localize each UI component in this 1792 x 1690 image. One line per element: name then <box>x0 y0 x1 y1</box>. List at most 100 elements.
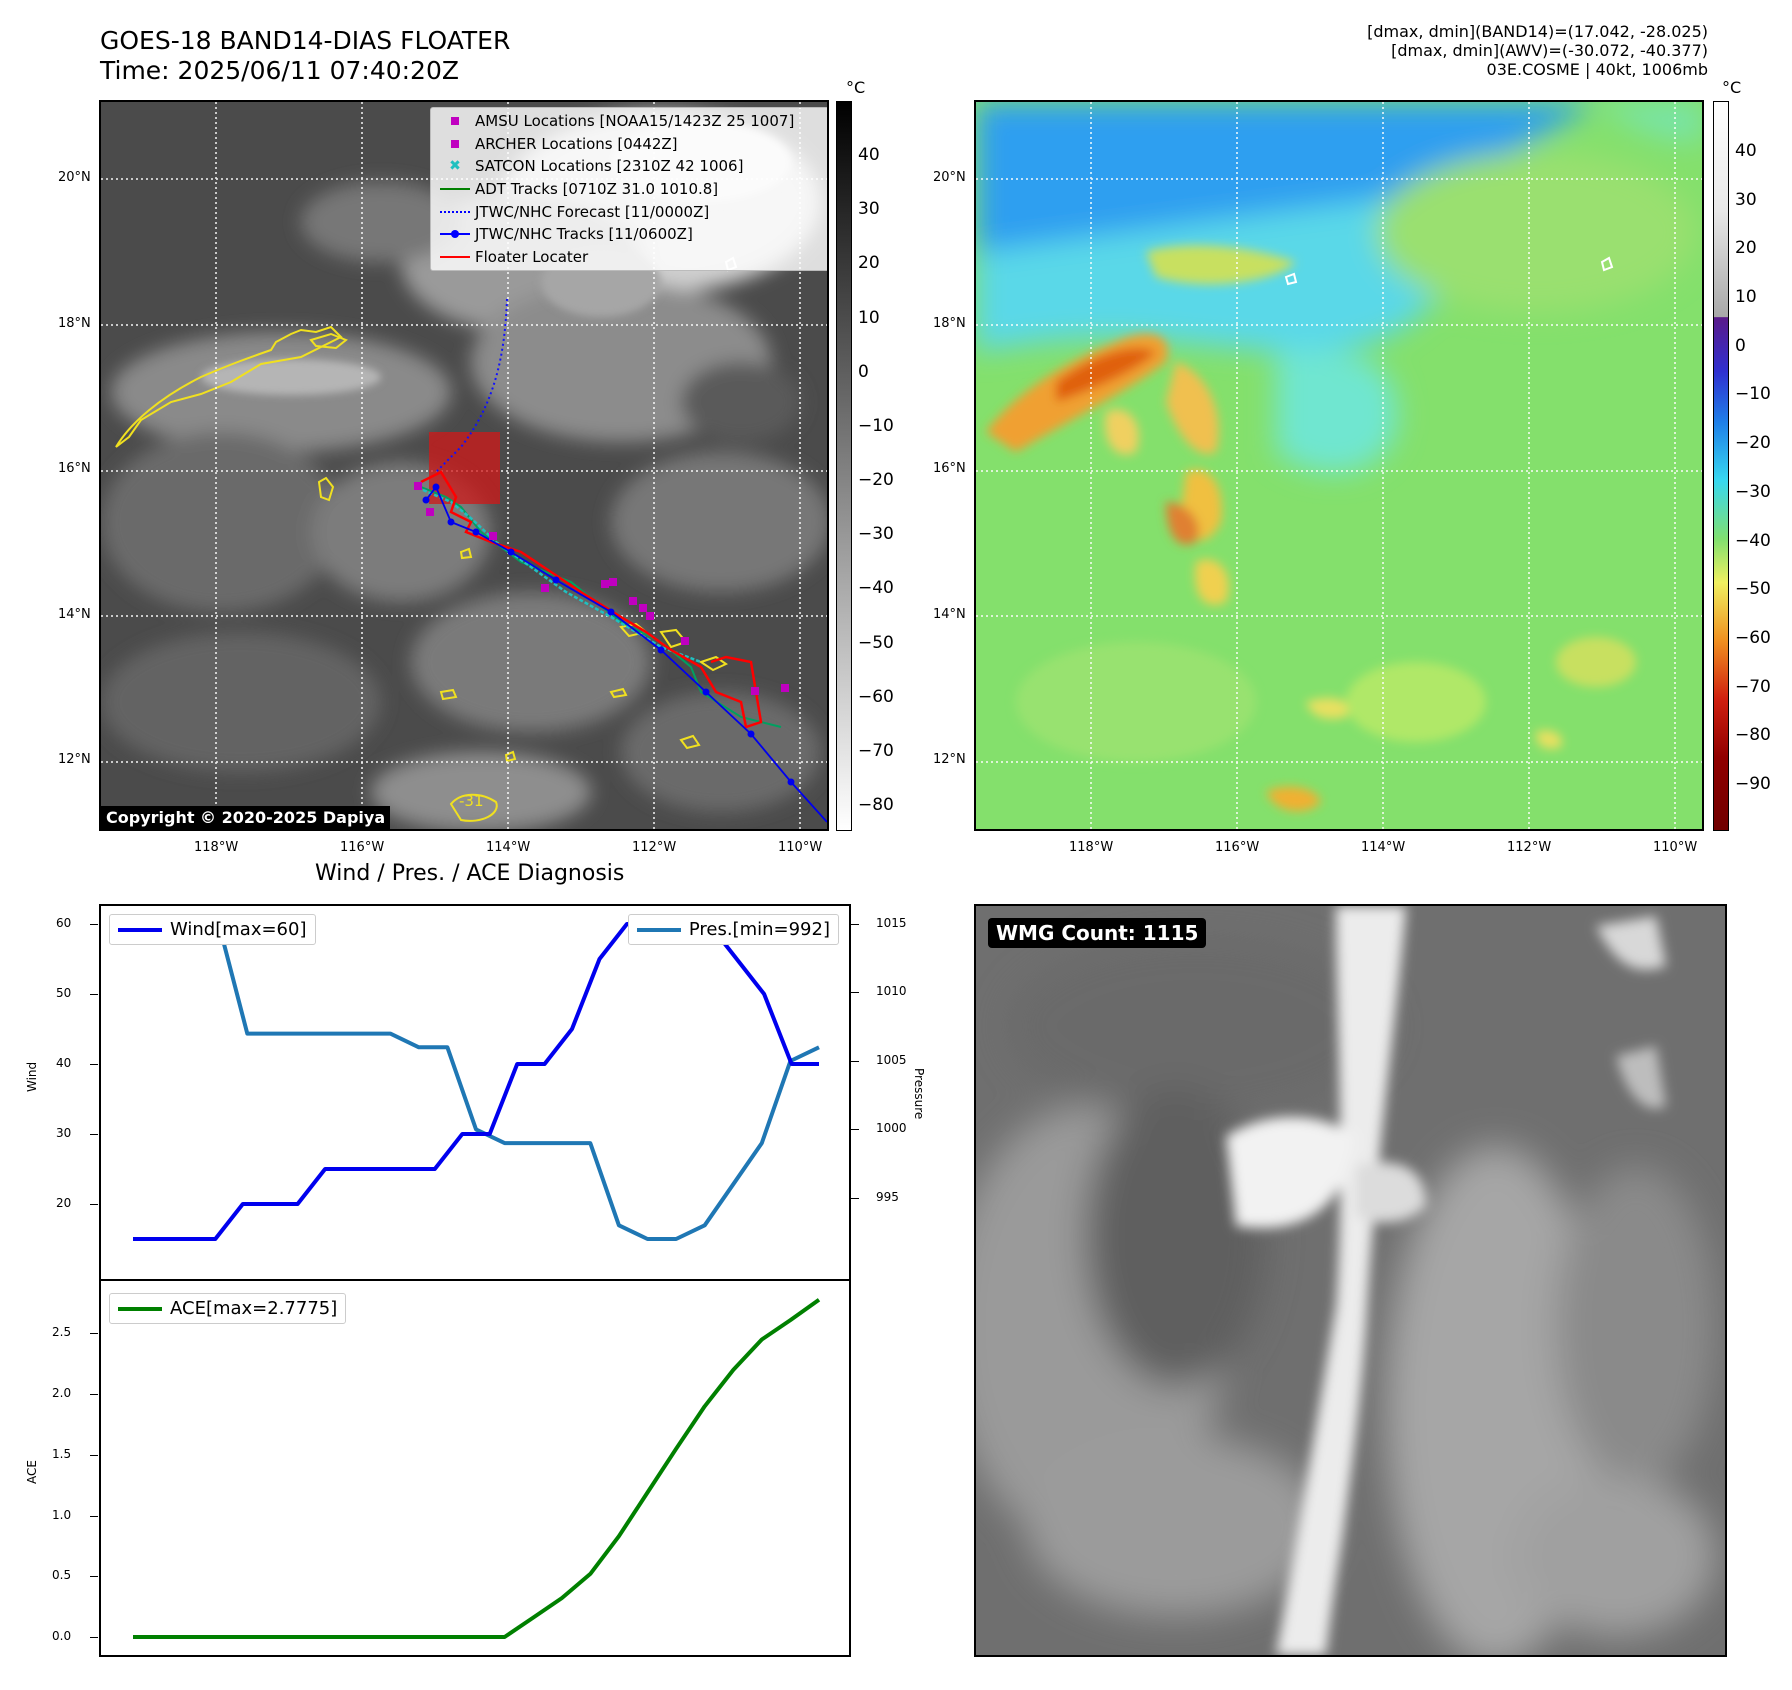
ace-tick-label: 0.0 <box>52 1629 72 1643</box>
ace-tick-mark <box>90 1454 98 1456</box>
legend-label: Floater Locater <box>475 247 589 266</box>
colorbar-tick-label: −70 <box>1735 676 1771 697</box>
legend-symbol <box>435 117 475 126</box>
pressure-axis-label: Pressure <box>912 1068 926 1120</box>
pressure-tick-label: 1015 <box>876 916 907 930</box>
lon-label: 116°W <box>1215 840 1260 855</box>
ace-plot <box>133 1298 821 1639</box>
colorbar-tick-label: −30 <box>858 524 894 545</box>
pressure-tick-label: 995 <box>876 1189 899 1204</box>
title-line-1: GOES-18 BAND14-DIAS FLOATER <box>100 26 511 55</box>
ace-tick-mark <box>90 1394 98 1396</box>
legend-symbol <box>435 139 475 148</box>
colorbar-tick-label: 40 <box>1735 141 1757 161</box>
colorbar-tick-label: −80 <box>1735 725 1771 746</box>
legend-symbol <box>435 188 475 191</box>
ace-panel: ACE[max=2.7775] <box>99 1279 851 1657</box>
wind-tick-label: 20 <box>56 1196 72 1210</box>
contour-label: -31 <box>459 792 484 810</box>
ace-tick-label: 1.5 <box>52 1446 72 1461</box>
wind-legend: Wind[max=60] <box>109 914 316 945</box>
pressure-legend: Pres.[min=992] <box>627 914 839 945</box>
lat-label: 20°N <box>933 170 966 185</box>
pressure-tick-label: 1010 <box>876 984 907 999</box>
pressure-tick-label: 1000 <box>876 1121 907 1136</box>
dry-air-field <box>986 245 1636 812</box>
ace-tick-mark <box>90 1333 98 1335</box>
awv-map-canvas <box>976 102 1702 829</box>
colorbar-tick-label: −80 <box>858 795 894 815</box>
lat-label: 18°N <box>58 316 91 331</box>
ace-tick-label: 1.0 <box>52 1507 72 1522</box>
map-legend: AMSU Locations [NOAA15/1423Z 25 1007] ARC… <box>430 107 827 272</box>
copyright-label: Copyright © 2020-2025 Dapiya <box>101 806 391 829</box>
pressure-legend-label: Pres.[min=992] <box>688 919 830 940</box>
legend-symbol <box>435 210 475 213</box>
legend-symbol: ✖ <box>449 158 461 175</box>
colorbar-tick-label: −40 <box>858 578 894 599</box>
legend-symbol <box>435 230 475 239</box>
ace-tick-mark <box>90 1637 98 1638</box>
legend-item: ✖ SATCON Locations [2310Z 42 1006] <box>435 155 825 178</box>
lon-label: 112°W <box>1507 840 1552 855</box>
colorbar-tick-label: −10 <box>858 415 894 436</box>
wmg-panel: WMG Count: 1115 <box>974 904 1727 1657</box>
legend-symbol <box>435 255 475 258</box>
lon-label: 114°W <box>486 840 531 855</box>
lat-label: 12°N <box>933 752 966 767</box>
pressure-series-line <box>133 922 820 1241</box>
colorbar-tick-label: −10 <box>1735 384 1771 405</box>
colorbar-tick-label: 10 <box>1735 287 1757 308</box>
wind-legend-label: Wind[max=60] <box>170 919 307 940</box>
colorbar-tick-label: −70 <box>858 740 894 761</box>
colorbar-tick-label: −30 <box>1735 481 1771 502</box>
wind-axis-label: Wind <box>25 1061 39 1092</box>
info-line-3: 03E.COSME | 40kt, 1006mb <box>1486 60 1708 79</box>
lon-label: 112°W <box>632 840 677 855</box>
lon-label: 118°W <box>1069 840 1114 855</box>
floater-locater-box <box>429 432 500 504</box>
colorbar-tick-label: 20 <box>1735 238 1757 259</box>
colorbar-tick-label: 30 <box>1735 189 1757 210</box>
lat-label: 16°N <box>58 461 91 476</box>
colorbar-unit: °C <box>846 78 866 97</box>
wmg-bright-band <box>1226 906 1666 1655</box>
ace-series-line <box>133 1298 821 1639</box>
wind-tick-label: 40 <box>56 1056 72 1070</box>
awv-map-panel <box>974 100 1704 831</box>
ace-tick-label: 0.5 <box>52 1568 72 1583</box>
wind-tick-label: 50 <box>56 986 72 1000</box>
lon-label: 110°W <box>1653 840 1698 855</box>
colorbar-tick-label: −90 <box>1735 774 1771 794</box>
ace-legend: ACE[max=2.7775] <box>109 1293 347 1324</box>
amsu-archer-points <box>414 482 789 695</box>
legend-item: JTWC/NHC Forecast [11/0000Z] <box>435 200 825 223</box>
colorbar-tick-label: 0 <box>858 361 869 382</box>
wind-tick-mark <box>90 994 98 995</box>
ir-map-panel: -31 AMSU Locations [NOAA15/1423Z 25 1007… <box>99 100 829 831</box>
wind-tick-mark <box>90 924 98 925</box>
wind-pressure-plot <box>133 922 820 1241</box>
colorbar-tick-label: −60 <box>1735 627 1771 648</box>
pressure-tick-mark <box>851 992 859 994</box>
ace-tick-mark <box>90 1515 98 1517</box>
lon-label: 116°W <box>340 840 385 855</box>
lat-label: 14°N <box>58 607 91 622</box>
wind-legend-swatch <box>118 927 162 932</box>
pressure-tick-mark <box>851 1197 859 1199</box>
colorbar-tick-label: −20 <box>1735 433 1771 454</box>
map-gridlines <box>976 102 1702 829</box>
legend-label: AMSU Locations [NOAA15/1423Z 25 1007] <box>475 112 795 131</box>
diagnosis-title: Wind / Pres. / ACE Diagnosis <box>315 861 625 886</box>
colorbar-unit: °C <box>1722 78 1742 97</box>
jtwc-track <box>425 485 827 823</box>
legend-label: JTWC/NHC Tracks [11/0600Z] <box>475 225 693 244</box>
ir-colorbar <box>836 101 852 831</box>
lat-label: 12°N <box>58 752 91 767</box>
lon-label: 110°W <box>778 840 823 855</box>
pressure-legend-swatch <box>636 927 681 932</box>
legend-item: Floater Locater <box>435 246 825 269</box>
figure-title: GOES-18 BAND14-DIAS FLOATER Time: 2025/0… <box>100 26 510 86</box>
colorbar-tick-label: 40 <box>858 145 880 165</box>
pressure-tick-mark <box>851 1060 859 1062</box>
